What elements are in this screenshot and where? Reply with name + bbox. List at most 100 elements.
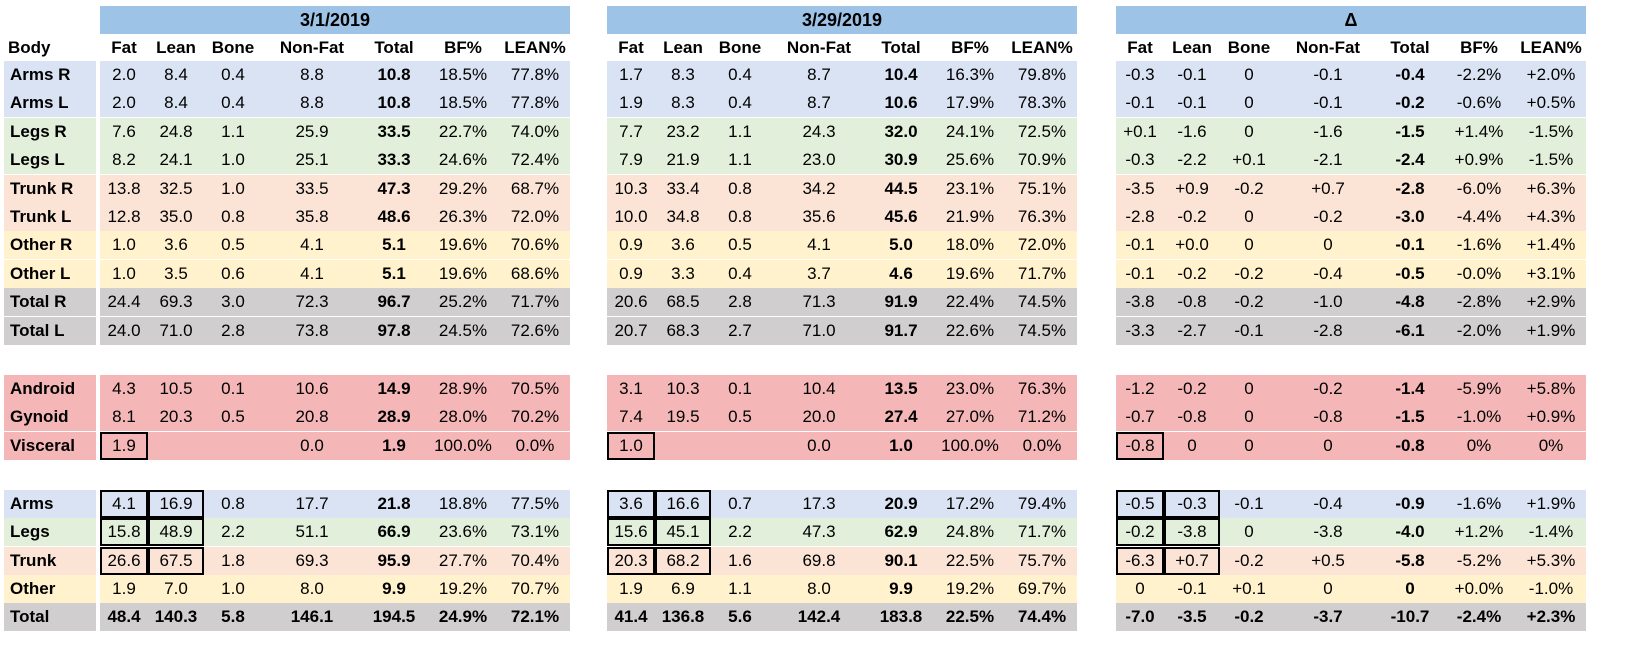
cell-total: 91.9: [884, 292, 918, 311]
cell-lean: 33.4: [666, 179, 700, 198]
row-band-label: [4, 403, 96, 431]
cell-bf: 18.8%: [438, 494, 488, 513]
cell-bf: +1.4%: [1454, 122, 1504, 141]
cell-lean: -2.2: [1177, 150, 1207, 169]
cell-lean: 8.3: [671, 93, 695, 112]
cell-lean: +0.9%: [1526, 407, 1576, 426]
highlight-box: [655, 518, 711, 546]
cell-total: 1.9: [382, 436, 406, 455]
cell-lean: 68.7%: [510, 179, 560, 198]
cell-lean: -1.5%: [1528, 122, 1574, 141]
row-band: [933, 288, 1077, 316]
cell-bf: 19.6%: [438, 235, 488, 254]
row-band-label: [4, 547, 96, 575]
cell-nonfat: -1.6: [1313, 122, 1343, 141]
cell-bf: 0%: [1466, 436, 1492, 455]
highlight-box: [100, 518, 148, 546]
cell-nonfat: 69.3: [295, 551, 329, 570]
row-band: [426, 575, 570, 603]
cell-fat: 3.6: [619, 494, 643, 513]
cell-nonfat: 4.1: [807, 235, 831, 254]
cell-total: 10.8: [377, 65, 411, 84]
highlight-box: [148, 547, 204, 575]
cell-lean: -0.1: [1177, 579, 1207, 598]
cell-fat: -3.5: [1125, 179, 1155, 198]
cell-fat: 1.0: [112, 235, 136, 254]
row-band-label: [4, 518, 96, 546]
cell-fat: 20.6: [614, 292, 648, 311]
cell-lean: +1.9%: [1526, 494, 1576, 513]
highlight-box: [100, 432, 148, 460]
row-band: [769, 432, 933, 460]
cell-total: -1.4: [1395, 379, 1425, 398]
row-band: [607, 490, 769, 518]
cell-total: 96.7: [377, 292, 411, 311]
cell-lean: 23.2: [666, 122, 700, 141]
cell-fat: 20.7: [614, 321, 648, 340]
row-band: [933, 203, 1077, 231]
cell-fat: 10.0: [614, 207, 648, 226]
row-band: [262, 89, 426, 117]
cell-lean: 8.3: [671, 65, 695, 84]
cell-total: -3.0: [1395, 207, 1425, 226]
cell-total: 5.1: [382, 235, 406, 254]
cell-fat: -0.1: [1125, 264, 1155, 283]
cell-nonfat: -0.4: [1313, 494, 1343, 513]
row-band: [933, 403, 1077, 431]
cell-fat: +0.1: [1123, 122, 1157, 141]
cell-nonfat: +0.5: [1311, 551, 1345, 570]
row-band: [426, 375, 570, 403]
cell-lean: -0.3: [1177, 494, 1207, 513]
cell-bf: 24.1%: [945, 122, 995, 141]
cell-lean: 3.6: [164, 235, 188, 254]
col-header-lean: Lean: [1172, 38, 1212, 57]
cell-lean: 136.8: [661, 607, 705, 626]
row-band: [1442, 490, 1586, 518]
cell-lean: 71.7%: [510, 292, 560, 311]
cell-total: -4.0: [1395, 522, 1425, 541]
row-band: [1116, 89, 1278, 117]
cell-bf: 23.0%: [945, 379, 995, 398]
cell-fat: -0.1: [1125, 93, 1155, 112]
row-band: [100, 260, 262, 288]
cell-total: 20.9: [884, 494, 918, 513]
row-band-label: [4, 490, 96, 518]
cell-total: 95.9: [377, 551, 411, 570]
col-header-total: Total: [1390, 38, 1430, 57]
body-header: Body: [8, 38, 51, 57]
cell-lean: 10.5: [159, 379, 193, 398]
row-band: [933, 547, 1077, 575]
row-band: [1278, 403, 1442, 431]
cell-lean: 7.0: [164, 579, 188, 598]
cell-bone: 0.5: [728, 235, 752, 254]
row-label: Other L: [10, 264, 71, 283]
block-title-d2: 3/29/2019: [607, 6, 1077, 34]
cell-lean: 24.1: [159, 150, 193, 169]
row-band: [100, 61, 262, 89]
row-band: [1442, 288, 1586, 316]
row-band: [1116, 260, 1278, 288]
row-band: [769, 118, 933, 146]
cell-total: 13.5: [884, 379, 918, 398]
cell-lean: 6.9: [671, 579, 695, 598]
cell-bone: 0: [1244, 93, 1254, 112]
cell-fat: -2.8: [1125, 207, 1155, 226]
cell-fat: -0.3: [1125, 65, 1155, 84]
cell-lean: 77.8%: [510, 65, 560, 84]
row-band: [607, 547, 769, 575]
cell-lean: 77.8%: [510, 93, 560, 112]
cell-lean: 79.4%: [1017, 494, 1067, 513]
cell-bone: -0.1: [1234, 321, 1264, 340]
row-label: Other R: [10, 235, 73, 254]
cell-bone: 0: [1244, 436, 1254, 455]
col-header-nonfat: Non-Fat: [786, 38, 852, 57]
row-label: Legs: [10, 522, 50, 541]
cell-fat: 48.4: [107, 607, 141, 626]
row-band: [100, 118, 262, 146]
cell-nonfat: 10.4: [802, 379, 836, 398]
cell-fat: 41.4: [614, 607, 648, 626]
cell-lean: 70.9%: [1017, 150, 1067, 169]
cell-bone: 0: [1244, 522, 1254, 541]
cell-bf: 100.0%: [434, 436, 492, 455]
cell-lean: 71.0: [159, 321, 193, 340]
